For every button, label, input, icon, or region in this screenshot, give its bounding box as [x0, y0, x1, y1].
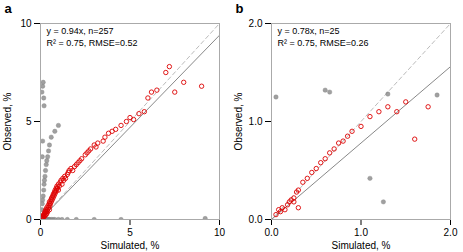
svg-text:Observed, %: Observed, % [233, 92, 244, 150]
svg-text:0.0: 0.0 [249, 214, 263, 225]
svg-text:b: b [236, 1, 244, 16]
svg-text:5: 5 [26, 116, 32, 127]
svg-text:R² = 0.75, RMSE=0.52: R² = 0.75, RMSE=0.52 [47, 38, 138, 48]
svg-text:1.0: 1.0 [249, 116, 263, 127]
svg-text:5: 5 [127, 227, 133, 238]
svg-text:y = 0.78x, n=25: y = 0.78x, n=25 [278, 26, 340, 36]
svg-text:2.0: 2.0 [249, 18, 263, 29]
svg-text:a: a [5, 1, 13, 16]
svg-text:0.0: 0.0 [265, 227, 279, 238]
svg-text:y = 0.94x, n=257: y = 0.94x, n=257 [47, 26, 114, 36]
svg-text:10: 10 [20, 18, 32, 29]
svg-text:0: 0 [26, 214, 32, 225]
svg-text:0: 0 [38, 227, 44, 238]
svg-text:Simulated, %: Simulated, % [332, 240, 391, 251]
svg-text:Simulated, %: Simulated, % [101, 240, 160, 251]
svg-text:2.0: 2.0 [444, 227, 458, 238]
svg-text:Observed, %: Observed, % [2, 92, 13, 150]
svg-text:R² = 0.75, RMSE=0.26: R² = 0.75, RMSE=0.26 [278, 38, 369, 48]
svg-text:1.0: 1.0 [354, 227, 368, 238]
svg-text:10: 10 [214, 227, 226, 238]
